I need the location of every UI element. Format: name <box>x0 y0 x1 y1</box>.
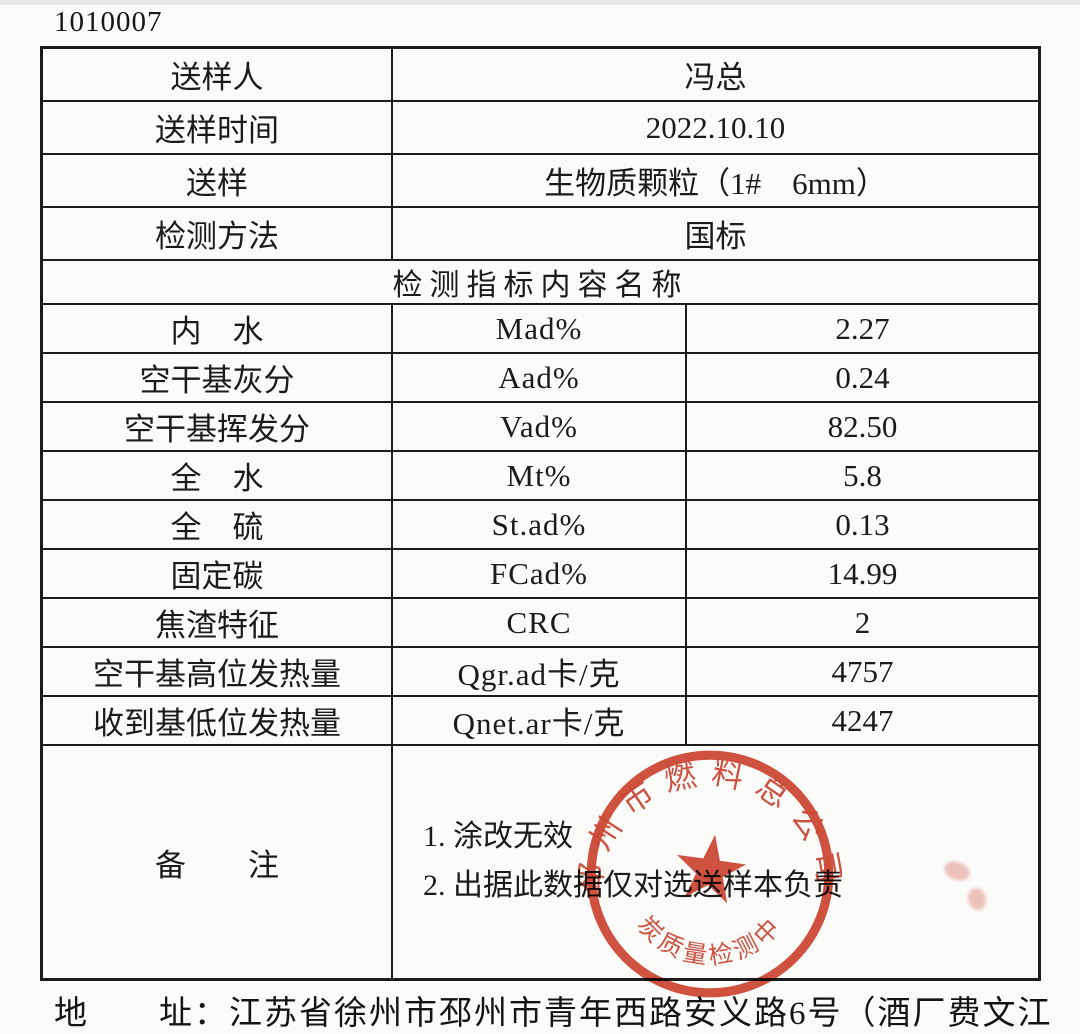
indicator-symbol: Qgr.ad卡/克 <box>391 648 685 695</box>
row-value: 冯总 <box>391 49 1038 100</box>
table-row: 送样时间 2022.10.10 <box>43 100 1038 153</box>
table-row: 空干基高位发热量 Qgr.ad卡/克 4757 <box>43 646 1038 695</box>
table-row: 全 水 Mt% 5.8 <box>43 450 1038 499</box>
indicator-symbol: FCad% <box>391 550 685 597</box>
table-row: 送样 生物质颗粒（1# 6mm） <box>43 153 1038 206</box>
indicator-value: 4757 <box>685 648 1038 695</box>
indicator-value: 2 <box>685 599 1038 646</box>
indicator-name: 内 水 <box>170 314 264 349</box>
indicator-symbol: Vad% <box>391 403 685 450</box>
section-header-row: 检测指标内容名称 <box>43 259 1038 303</box>
indicator-name: 全 水 <box>170 461 264 496</box>
indicator-name: 空干基挥发分 <box>124 412 310 447</box>
company-seal-stamp: 邳州市燃料总公司 煤炭质量检测中心 <box>578 742 837 998</box>
row-value: 2022.10.10 <box>391 102 1038 153</box>
indicator-name: 空干基灰分 <box>139 363 295 398</box>
scan-edge <box>0 0 1080 5</box>
table-row: 焦渣特征 CRC 2 <box>43 597 1038 646</box>
table-row: 空干基挥发分 Vad% 82.50 <box>43 401 1038 450</box>
indicator-value: 5.8 <box>685 452 1038 499</box>
seal-ring <box>586 750 834 998</box>
row-label: 检测方法 <box>155 219 279 254</box>
test-report-table: 送样人 冯总 送样时间 2022.10.10 送样 生物质颗粒（1# 6mm） … <box>40 46 1041 981</box>
indicator-value: 2.27 <box>685 305 1038 352</box>
remarks-line-1: 1. 涂改无效 <box>423 820 573 854</box>
indicator-value: 0.24 <box>685 354 1038 401</box>
seal-star-icon <box>677 834 747 904</box>
remarks-label: 备 注 <box>155 847 279 883</box>
row-label: 送样时间 <box>155 113 279 148</box>
footer-address: 地 址：江苏省徐州市邳州市青年西路安义路6号（酒厂费文江 <box>54 996 1053 1032</box>
indicator-symbol: St.ad% <box>391 501 685 548</box>
section-header: 检测指标内容名称 <box>392 269 689 302</box>
remarks-row: 备 注 1. 涂改无效 2. 出据此数据仅对选送样本负责 <box>43 744 1038 978</box>
indicator-value: 4247 <box>685 697 1038 744</box>
table-row: 送样人 冯总 <box>43 49 1038 100</box>
document-number: 1010007 <box>54 6 163 38</box>
indicator-value: 14.99 <box>685 550 1038 597</box>
row-label: 送样人 <box>170 60 264 95</box>
remarks-content: 1. 涂改无效 2. 出据此数据仅对选送样本负责 <box>391 746 1038 978</box>
table-row: 收到基低位发热量 Qnet.ar卡/克 4247 <box>43 695 1038 744</box>
indicator-name: 收到基低位发热量 <box>93 706 341 741</box>
row-value: 国标 <box>391 208 1038 259</box>
row-label: 送样 <box>186 166 248 201</box>
table-row: 空干基灰分 Aad% 0.24 <box>43 352 1038 401</box>
indicator-symbol: Mt% <box>391 452 685 499</box>
indicator-symbol: CRC <box>391 599 685 646</box>
table-row: 内 水 Mad% 2.27 <box>43 303 1038 352</box>
indicator-name: 焦渣特征 <box>155 608 279 643</box>
indicator-value: 82.50 <box>685 403 1038 450</box>
indicator-name: 空干基高位发热量 <box>93 657 341 692</box>
table-row: 全 硫 St.ad% 0.13 <box>43 499 1038 548</box>
indicator-value: 0.13 <box>685 501 1038 548</box>
table-row: 检测方法 国标 <box>43 206 1038 259</box>
remarks-line-2: 2. 出据此数据仅对选送样本负责 <box>423 869 843 902</box>
indicator-symbol: Qnet.ar卡/克 <box>391 697 685 744</box>
indicator-name: 全 硫 <box>170 510 264 545</box>
row-value: 生物质颗粒（1# 6mm） <box>391 155 1038 206</box>
indicator-symbol: Mad% <box>391 305 685 352</box>
indicator-name: 固定碳 <box>170 559 264 594</box>
indicator-symbol: Aad% <box>391 354 685 401</box>
table-row: 固定碳 FCad% 14.99 <box>43 548 1038 597</box>
